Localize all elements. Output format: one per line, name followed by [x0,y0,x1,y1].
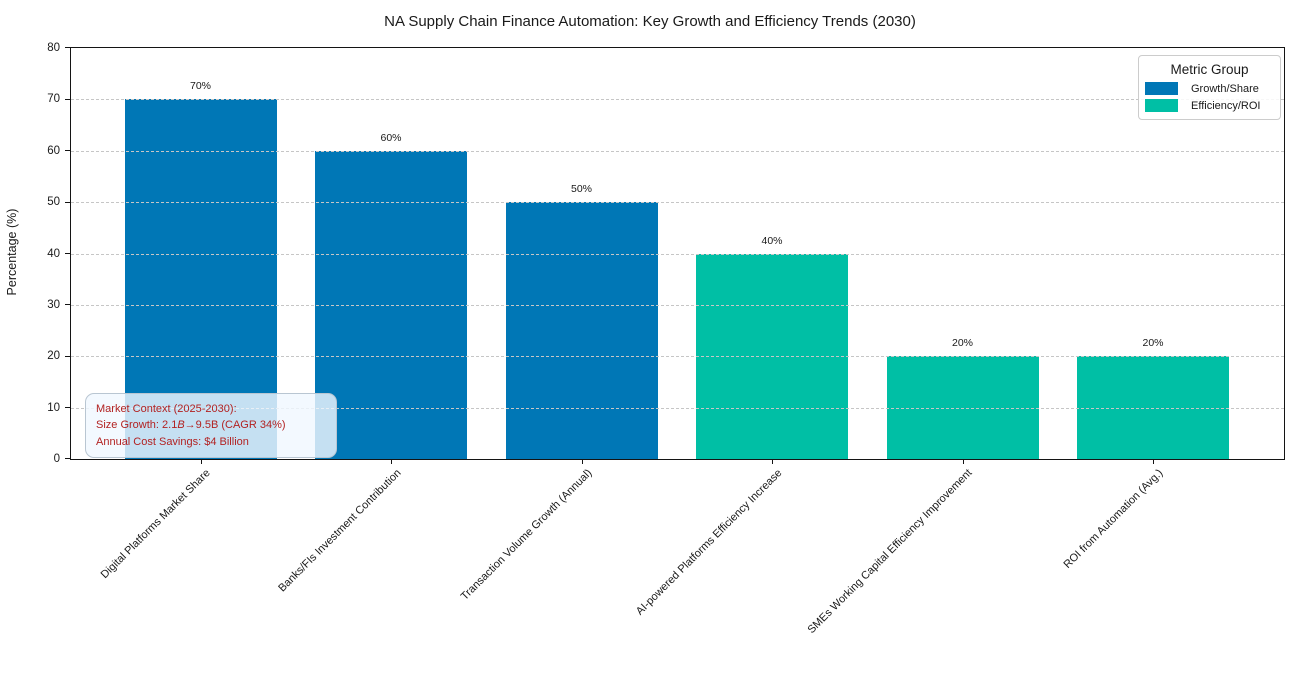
market-context-annotation: Market Context (2025-2030): Size Growth:… [85,392,337,458]
x-tick-mark [1153,459,1154,464]
y-tick-mark [65,98,71,100]
legend-label: Growth/Share [1191,82,1259,95]
bar-value-label: 50% [570,183,592,196]
y-tick-mark [65,458,71,460]
x-tick-label-4: AI-powered Platforms Efficiency Increase [633,467,785,618]
y-tick-label: 40 [47,247,60,260]
bar-value-label: 40% [761,234,783,247]
y-tick-mark [65,47,71,49]
x-tick-mark [772,459,773,464]
annotation-line-2: Size Growth: 2.1B→9.5B (CAGR 34%) [96,419,286,431]
x-tick-mark [581,459,583,464]
y-tick-mark [65,304,71,306]
y-gridline [71,253,1284,255]
x-tick-mark [200,459,202,464]
y-tick-mark [65,150,71,152]
y-tick-label: 30 [47,298,60,311]
y-tick-label: 0 [53,453,60,465]
bar-value-label: 70% [189,80,211,93]
plot-area: 70% 60% 50% 40% 20% 20% 0 10 20 30 40 50 60 70 80 Digi… [47,42,1285,636]
bar-4 [696,253,848,459]
growth-share-color-swatch [1145,82,1178,95]
x-tick-label-1: Digital Platforms Market Share [99,467,213,581]
y-tick-label: 70 [47,93,60,106]
x-tick-mark [391,459,392,464]
y-tick-label: 10 [47,401,60,414]
chart-title: NA Supply Chain Finance Automation: Key … [384,13,916,30]
y-tick-mark [65,201,71,203]
y-tick-label: 60 [47,144,60,157]
y-gridline [71,99,1284,101]
x-tick-mark [962,459,964,464]
y-tick-mark [65,355,71,357]
legend-item-growth-share: Growth/Share [1145,82,1274,95]
x-tick-label-3: Transaction Volume Growth (Annual) [458,467,594,603]
y-gridline [71,356,1284,358]
bar-3 [505,202,658,459]
bar-value-label: 60% [380,131,402,144]
annotation-line-3: Annual Cost Savings: $4 Billion [96,435,249,448]
bar-value-label: 20% [951,337,973,350]
legend: Metric Group Growth/Share Efficiency/ROI [1138,55,1281,120]
x-tick-label-2: Banks/FIs Investment Contribution [276,467,404,595]
y-gridline [71,304,1284,306]
y-tick-label: 50 [47,196,60,209]
y-tick-label: 80 [47,42,60,54]
x-tick-label-6: ROI from Automation (Avg.) [1061,467,1166,571]
legend-title: Metric Group [1170,62,1249,77]
y-tick-mark [65,407,71,408]
annotation-line-1: Market Context (2025-2030): [96,402,237,415]
y-gridline [71,407,1284,409]
y-gridline [71,150,1284,152]
y-tick-mark [65,252,71,254]
legend-item-efficiency-roi: Efficiency/ROI [1145,99,1274,112]
bar-value-label: 20% [1142,337,1164,350]
y-tick-label: 20 [47,350,60,363]
x-tick-label-5: SMEs Working Capital Efficiency Improvem… [805,467,975,637]
efficiency-roi-color-swatch [1145,99,1178,112]
y-gridline [71,202,1284,204]
legend-label: Efficiency/ROI [1191,99,1261,112]
